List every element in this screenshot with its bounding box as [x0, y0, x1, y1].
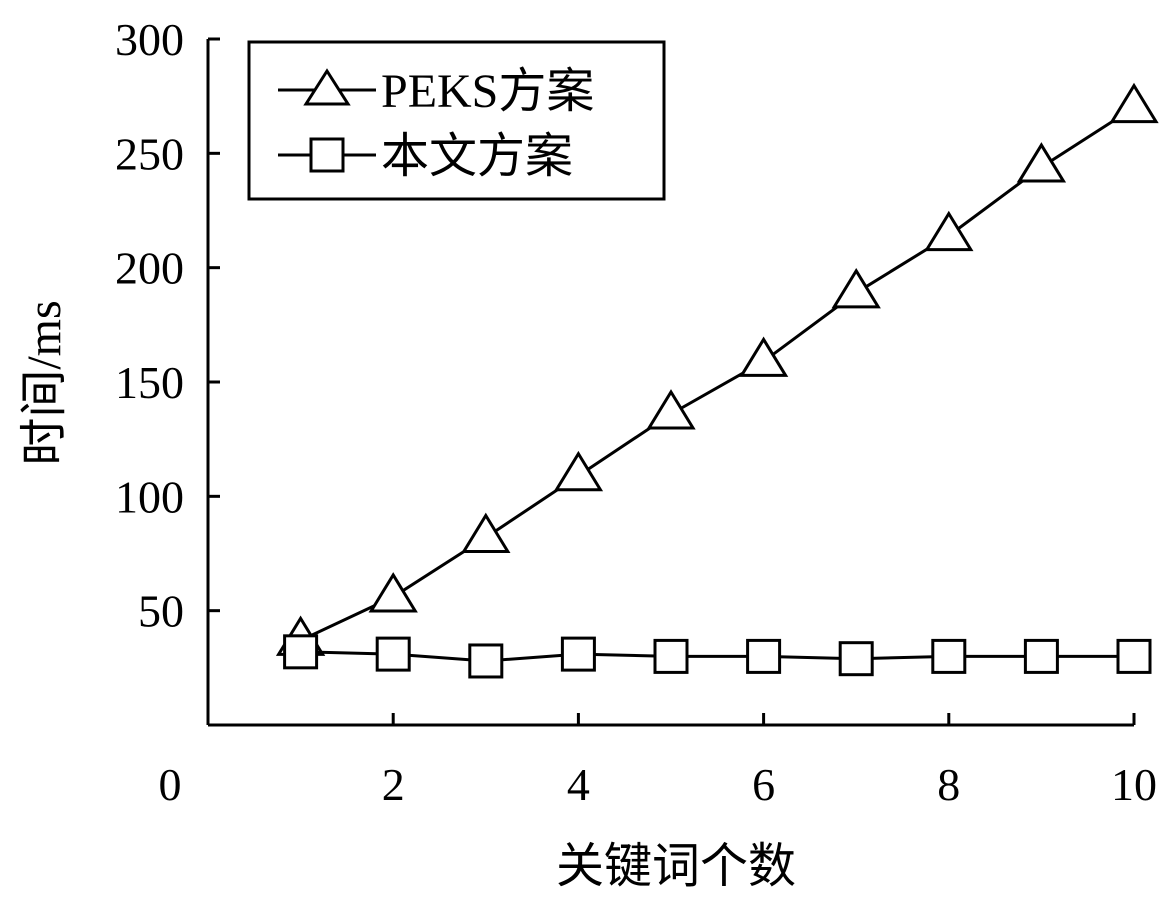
triangle-marker [738, 336, 789, 377]
y-tick-label: 200 [115, 243, 184, 294]
y-tick-label: 100 [115, 471, 184, 522]
triangle-marker [553, 450, 604, 492]
triangle-marker [1016, 142, 1067, 183]
y-tick-label: 300 [115, 14, 184, 65]
legend-marker-ours [309, 137, 345, 173]
triangle-marker [1109, 82, 1159, 124]
square-marker [375, 636, 411, 672]
square-marker [283, 634, 319, 670]
y-tick-label: 150 [115, 357, 184, 408]
series-layer [275, 82, 1159, 679]
legend-label-peks: PEKS方案 [381, 65, 594, 118]
triangle-marker [924, 210, 974, 252]
legend-box [247, 40, 666, 201]
series-line-1 [300, 650, 1134, 663]
y-tick-label: 50 [138, 586, 184, 637]
square-marker [838, 641, 874, 677]
y-ticks: 50 100 150 200 250 300 [115, 14, 220, 637]
square-marker [931, 638, 967, 674]
x-tick-label: 8 [937, 759, 960, 810]
x-tick-label: 0 [159, 759, 182, 810]
x-tick-label: 2 [382, 759, 405, 810]
x-tick-label: 4 [567, 759, 590, 810]
square-marker [468, 643, 504, 679]
x-ticks: 0 2 4 6 8 10 [159, 713, 1157, 810]
square-marker [653, 638, 689, 674]
triangle-marker [646, 389, 696, 430]
x-tick-label: 10 [1111, 759, 1157, 810]
triangle-marker [461, 512, 511, 553]
legend: PEKS方案 本文方案 [247, 40, 666, 201]
square-marker [1023, 638, 1059, 674]
x-axis-title: 关键词个数 [556, 840, 796, 893]
x-tick-label: 6 [752, 759, 775, 810]
square-marker [1116, 638, 1152, 674]
triangle-marker [368, 572, 418, 613]
triangle-marker [831, 267, 881, 309]
y-tick-label: 250 [115, 128, 184, 179]
legend-marker-peks [303, 68, 351, 106]
series-line-0 [299, 106, 1135, 642]
square-marker [746, 638, 782, 674]
legend-label-ours: 本文方案 [381, 130, 573, 183]
y-axis-title: 时间/ms [18, 300, 71, 465]
square-marker [560, 636, 596, 672]
